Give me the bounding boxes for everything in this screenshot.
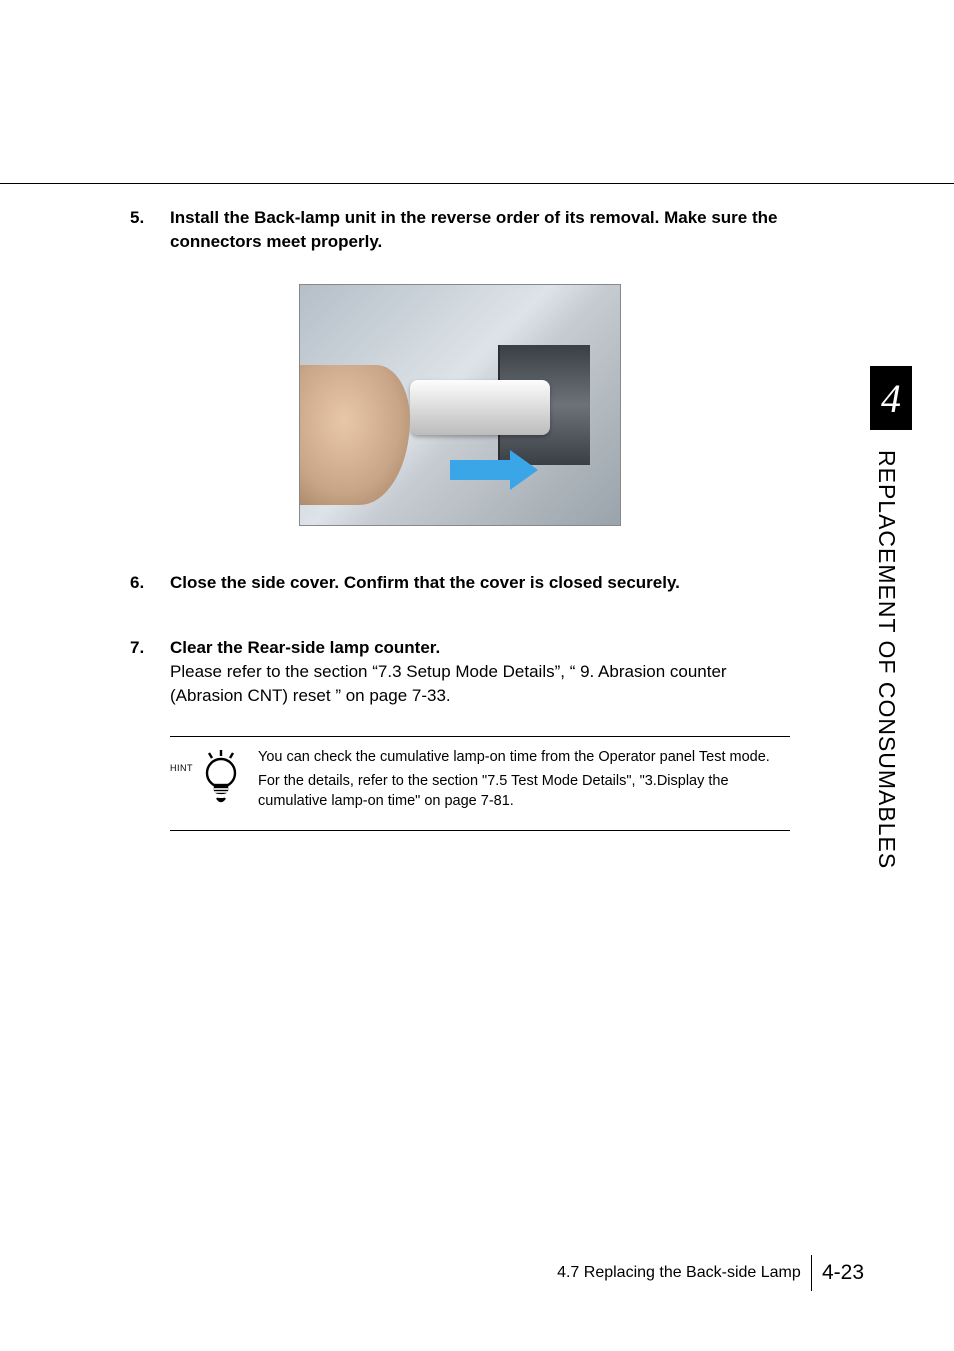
step-number: 6. — [130, 571, 170, 595]
lightbulb-icon — [197, 749, 245, 810]
step-7: 7. Clear the Rear-side lamp counter. Ple… — [130, 636, 790, 707]
step-5: 5. Install the Back-lamp unit in the rev… — [130, 206, 790, 254]
footer-page-number: 4-23 — [822, 1261, 864, 1285]
page: 5. Install the Back-lamp unit in the rev… — [0, 0, 954, 1351]
footer-section: 4.7 Replacing the Back-side Lamp — [557, 1264, 801, 1282]
content-area: 5. Install the Back-lamp unit in the rev… — [130, 206, 790, 831]
step-body: Close the side cover. Confirm that the c… — [170, 571, 790, 595]
step-title: Close the side cover. Confirm that the c… — [170, 573, 680, 592]
chapter-number: 4 — [881, 375, 901, 422]
hint-box: HINT — [170, 736, 790, 831]
step-body: Clear the Rear-side lamp counter. Please… — [170, 636, 790, 707]
photo-lamp-shape — [410, 380, 550, 435]
step-title: Install the Back-lamp unit in the revers… — [170, 208, 777, 251]
step-number: 7. — [130, 636, 170, 707]
chapter-label: REPLACEMENT OF CONSUMABLES — [873, 450, 900, 869]
hint-icon-wrap: HINT — [170, 747, 258, 810]
footer: 4.7 Replacing the Back-side Lamp 4-23 — [557, 1255, 864, 1291]
step-text: Please refer to the section “7.3 Setup M… — [170, 662, 727, 705]
insert-arrow-icon — [450, 450, 540, 490]
hint-paragraph: For the details, refer to the section "7… — [258, 771, 790, 812]
hint-label: HINT — [170, 749, 193, 773]
step-body: Install the Back-lamp unit in the revers… — [170, 206, 790, 254]
top-rule — [0, 183, 954, 184]
hint-paragraph: You can check the cumulative lamp-on tim… — [258, 747, 790, 767]
step-number: 5. — [130, 206, 170, 254]
install-lamp-photo — [299, 284, 621, 526]
hint-text: You can check the cumulative lamp-on tim… — [258, 747, 790, 816]
footer-separator — [811, 1255, 812, 1291]
photo-hand-shape — [300, 365, 410, 505]
step-title: Clear the Rear-side lamp counter. — [170, 638, 440, 657]
chapter-tab: 4 — [870, 366, 912, 430]
photo-wrap — [130, 284, 790, 531]
step-6: 6. Close the side cover. Confirm that th… — [130, 571, 790, 595]
